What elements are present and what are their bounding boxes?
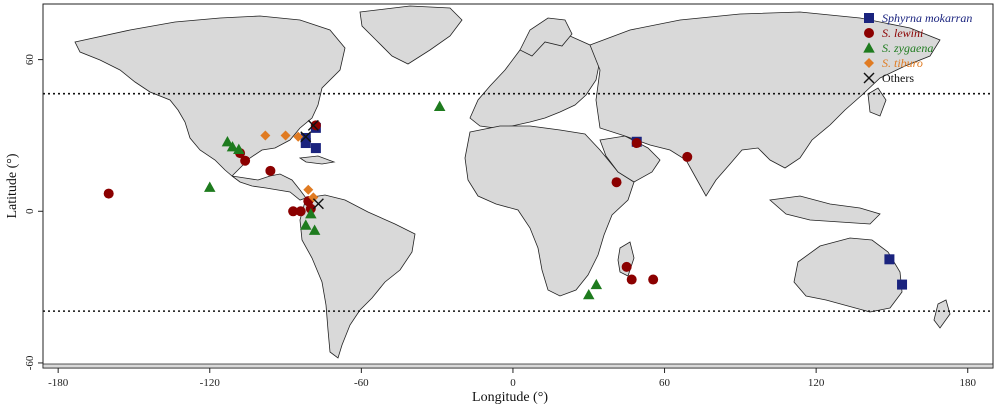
point-zygaena [305,208,317,219]
point-lewini [611,177,622,188]
point-lewini [265,165,276,176]
y-tick-label: -60 [24,355,36,370]
x-tick-label: 120 [808,377,825,389]
y-tick-label: 0 [24,208,36,214]
point-zygaena [221,136,234,147]
legend-label-mokarran: Sphyrna mokarran [882,11,972,25]
point-mokarran [300,138,311,149]
new-zealand-islands [933,299,951,329]
point-lewini [626,274,637,285]
point-lewini [631,138,642,149]
x-axis-ticks: -180 -120 -60 0 60 120 180 [48,368,976,389]
point-lewini [288,206,299,217]
legend-marker-zygaena [863,42,875,53]
occurrence-points [103,100,908,300]
point-lewini [240,155,251,166]
point-lewini [103,188,114,199]
legend-label-zygaena: S. zygaena [882,41,933,55]
point-tiburo [308,192,319,203]
x-tick-label: 0 [510,377,516,389]
point-tiburo [303,184,314,195]
point-others [300,131,312,143]
point-zygaena [433,100,446,111]
legend-label-lewini: S. lewini [882,26,923,40]
point-mokarran [300,132,311,143]
caribbean-islands [298,155,336,165]
japan-islands [867,87,887,117]
x-tick-label: 60 [659,377,671,389]
legend-label-tiburo: S. tiburo [882,56,923,70]
point-lewini [682,151,693,162]
point-zygaena [300,219,312,230]
point-mokarran [884,254,895,265]
point-zygaena [204,181,216,192]
x-tick-label: -120 [200,377,221,389]
x-tick-label: 180 [959,377,976,389]
point-lewini [295,206,306,217]
point-tiburo [260,130,271,141]
point-others [312,198,324,210]
point-zygaena [233,143,245,154]
x-tick-label: -60 [354,377,369,389]
australia-landmass [793,237,903,313]
point-zygaena [226,141,239,152]
point-mokarran [897,279,908,290]
land-layer [43,5,993,368]
greenland-landmass [359,5,463,65]
point-zygaena [308,224,321,235]
point-others [307,119,319,131]
legend-marker-others [863,72,875,84]
point-zygaena [590,278,603,290]
antarctica-landmass [43,363,993,368]
point-lewini [648,274,659,285]
x-tick-label: -180 [48,377,69,389]
y-tick-label: 60 [24,54,36,66]
point-lewini [621,261,632,272]
point-zygaena [582,288,595,300]
point-tiburo [293,131,304,142]
point-lewini [310,120,321,131]
x-axis-title: Longitude (°) [472,390,548,405]
scandinavia-landmass [519,17,573,57]
y-axis-ticks: -60 0 60 [24,54,43,370]
south-america-landmass [299,194,416,359]
legend-label-others: Others [882,71,914,85]
southeast-asia-islands [769,195,881,225]
africa-landmass [464,125,635,297]
y-axis-title: Latitude (°) [5,153,20,218]
legend-marker-mokarran [864,13,874,23]
legend-marker-tiburo [864,58,874,68]
legend-marker-lewini [864,28,874,38]
dotted-latitude-lines [43,92,993,312]
point-mokarran [310,143,321,154]
point-tiburo [280,130,291,141]
